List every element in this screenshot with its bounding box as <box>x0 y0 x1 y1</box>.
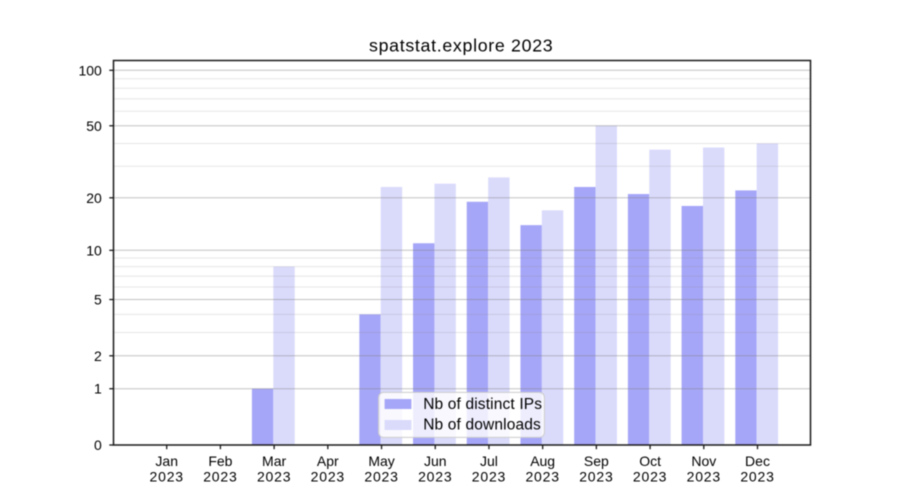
svg-text:Jun: Jun <box>424 453 447 469</box>
svg-text:Nb of downloads: Nb of downloads <box>423 417 541 434</box>
svg-text:20: 20 <box>86 190 102 206</box>
svg-text:Nov: Nov <box>691 453 716 469</box>
svg-text:100: 100 <box>78 62 102 78</box>
svg-text:Jul: Jul <box>480 453 498 469</box>
svg-text:2023: 2023 <box>579 469 613 485</box>
svg-text:Mar: Mar <box>262 453 286 469</box>
svg-text:Oct: Oct <box>639 453 661 469</box>
svg-text:2023: 2023 <box>203 469 237 485</box>
svg-text:May: May <box>368 453 394 469</box>
svg-text:0: 0 <box>94 437 102 453</box>
svg-text:2023: 2023 <box>525 469 559 485</box>
svg-text:spatstat.explore 2023: spatstat.explore 2023 <box>369 35 553 55</box>
svg-text:2023: 2023 <box>150 469 184 485</box>
svg-text:10: 10 <box>86 242 102 258</box>
svg-text:Sep: Sep <box>584 453 609 469</box>
svg-text:Apr: Apr <box>317 453 339 469</box>
svg-text:2023: 2023 <box>257 469 291 485</box>
svg-text:Nb of distinct IPs: Nb of distinct IPs <box>423 396 542 413</box>
svg-text:Aug: Aug <box>530 453 555 469</box>
svg-text:50: 50 <box>86 118 102 134</box>
svg-text:Jan: Jan <box>155 453 178 469</box>
svg-text:2023: 2023 <box>687 469 721 485</box>
svg-text:2023: 2023 <box>740 469 774 485</box>
svg-text:2023: 2023 <box>633 469 667 485</box>
svg-text:Dec: Dec <box>745 453 770 469</box>
svg-text:2023: 2023 <box>472 469 506 485</box>
svg-text:5: 5 <box>94 292 102 308</box>
svg-text:2: 2 <box>94 348 102 364</box>
svg-text:2023: 2023 <box>364 469 398 485</box>
svg-text:2023: 2023 <box>418 469 452 485</box>
svg-text:Feb: Feb <box>208 453 232 469</box>
svg-text:1: 1 <box>94 381 102 397</box>
svg-text:2023: 2023 <box>311 469 345 485</box>
